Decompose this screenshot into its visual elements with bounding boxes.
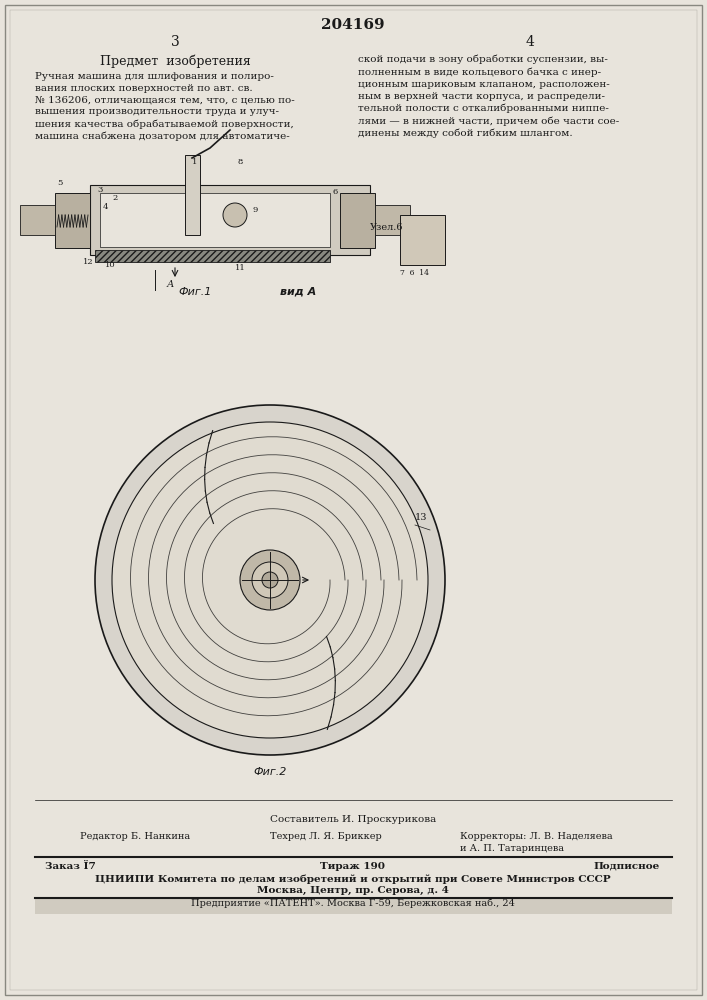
Text: Заказ Ї7: Заказ Ї7 xyxy=(45,862,95,871)
Circle shape xyxy=(262,572,278,588)
Text: 10: 10 xyxy=(105,261,115,269)
Text: 8: 8 xyxy=(238,158,243,166)
Text: 204169: 204169 xyxy=(321,18,385,32)
Bar xyxy=(55,193,90,248)
Text: ской подачи в зону обработки суспензии, вы-
полненным в виде кольцевого бачка с : ской подачи в зону обработки суспензии, … xyxy=(358,55,619,138)
Text: Москва, Центр, пр. Серова, д. 4: Москва, Центр, пр. Серова, д. 4 xyxy=(257,886,449,895)
Circle shape xyxy=(252,562,288,598)
Text: Редактор Б. Нанкина: Редактор Б. Нанкина xyxy=(80,832,190,841)
Text: ЦНИИПИ Комитета по делам изобретений и открытий при Совете Министров СССР: ЦНИИПИ Комитета по делам изобретений и о… xyxy=(95,874,611,884)
Text: Корректоры: Л. В. Наделяева: Корректоры: Л. В. Наделяева xyxy=(460,832,613,841)
Text: Узел.6: Узел.6 xyxy=(370,223,404,232)
Bar xyxy=(90,185,370,255)
Text: Составитель И. Проскурикова: Составитель И. Проскурикова xyxy=(270,815,436,824)
Text: Фиг.1: Фиг.1 xyxy=(178,287,211,297)
Text: 2: 2 xyxy=(112,194,117,202)
Text: 11: 11 xyxy=(235,264,245,272)
Text: 3: 3 xyxy=(98,186,103,194)
Text: и А. П. Татаринцева: и А. П. Татаринцева xyxy=(460,844,564,853)
Text: Тираж 190: Тираж 190 xyxy=(320,862,385,871)
Bar xyxy=(400,215,445,265)
Circle shape xyxy=(223,203,247,227)
Circle shape xyxy=(95,405,445,755)
Bar xyxy=(100,193,330,247)
Text: Техред Л. Я. Бриккер: Техред Л. Я. Бриккер xyxy=(270,832,382,841)
Text: А: А xyxy=(167,280,175,289)
Bar xyxy=(95,250,330,262)
Text: 1: 1 xyxy=(192,158,198,166)
Bar xyxy=(35,898,672,914)
Text: 4: 4 xyxy=(525,35,534,49)
Circle shape xyxy=(240,550,300,610)
Text: Ручная машина для шлифования и полиро-
вания плоских поверхностей по авт. св.
№ : Ручная машина для шлифования и полиро- в… xyxy=(35,72,295,141)
Text: 6: 6 xyxy=(332,188,338,196)
Text: 13: 13 xyxy=(415,513,428,522)
Text: 9: 9 xyxy=(252,206,257,214)
Bar xyxy=(340,193,375,248)
Text: 5: 5 xyxy=(57,179,63,187)
Bar xyxy=(20,205,55,235)
Circle shape xyxy=(112,422,428,738)
Text: 7  6  14: 7 6 14 xyxy=(400,269,429,277)
Bar xyxy=(375,205,410,235)
Text: Предприятие «ПАТЕНТ». Москва Г-59, Бережковская наб., 24: Предприятие «ПАТЕНТ». Москва Г-59, Береж… xyxy=(191,899,515,908)
Bar xyxy=(185,155,200,235)
Text: вид А: вид А xyxy=(280,287,316,297)
Text: Фиг.2: Фиг.2 xyxy=(253,767,286,777)
Text: 12: 12 xyxy=(83,258,93,266)
Text: 3: 3 xyxy=(170,35,180,49)
Text: Предмет  изобретения: Предмет изобретения xyxy=(100,55,250,68)
Text: Подписное: Подписное xyxy=(594,862,660,871)
Text: 4: 4 xyxy=(103,203,107,211)
